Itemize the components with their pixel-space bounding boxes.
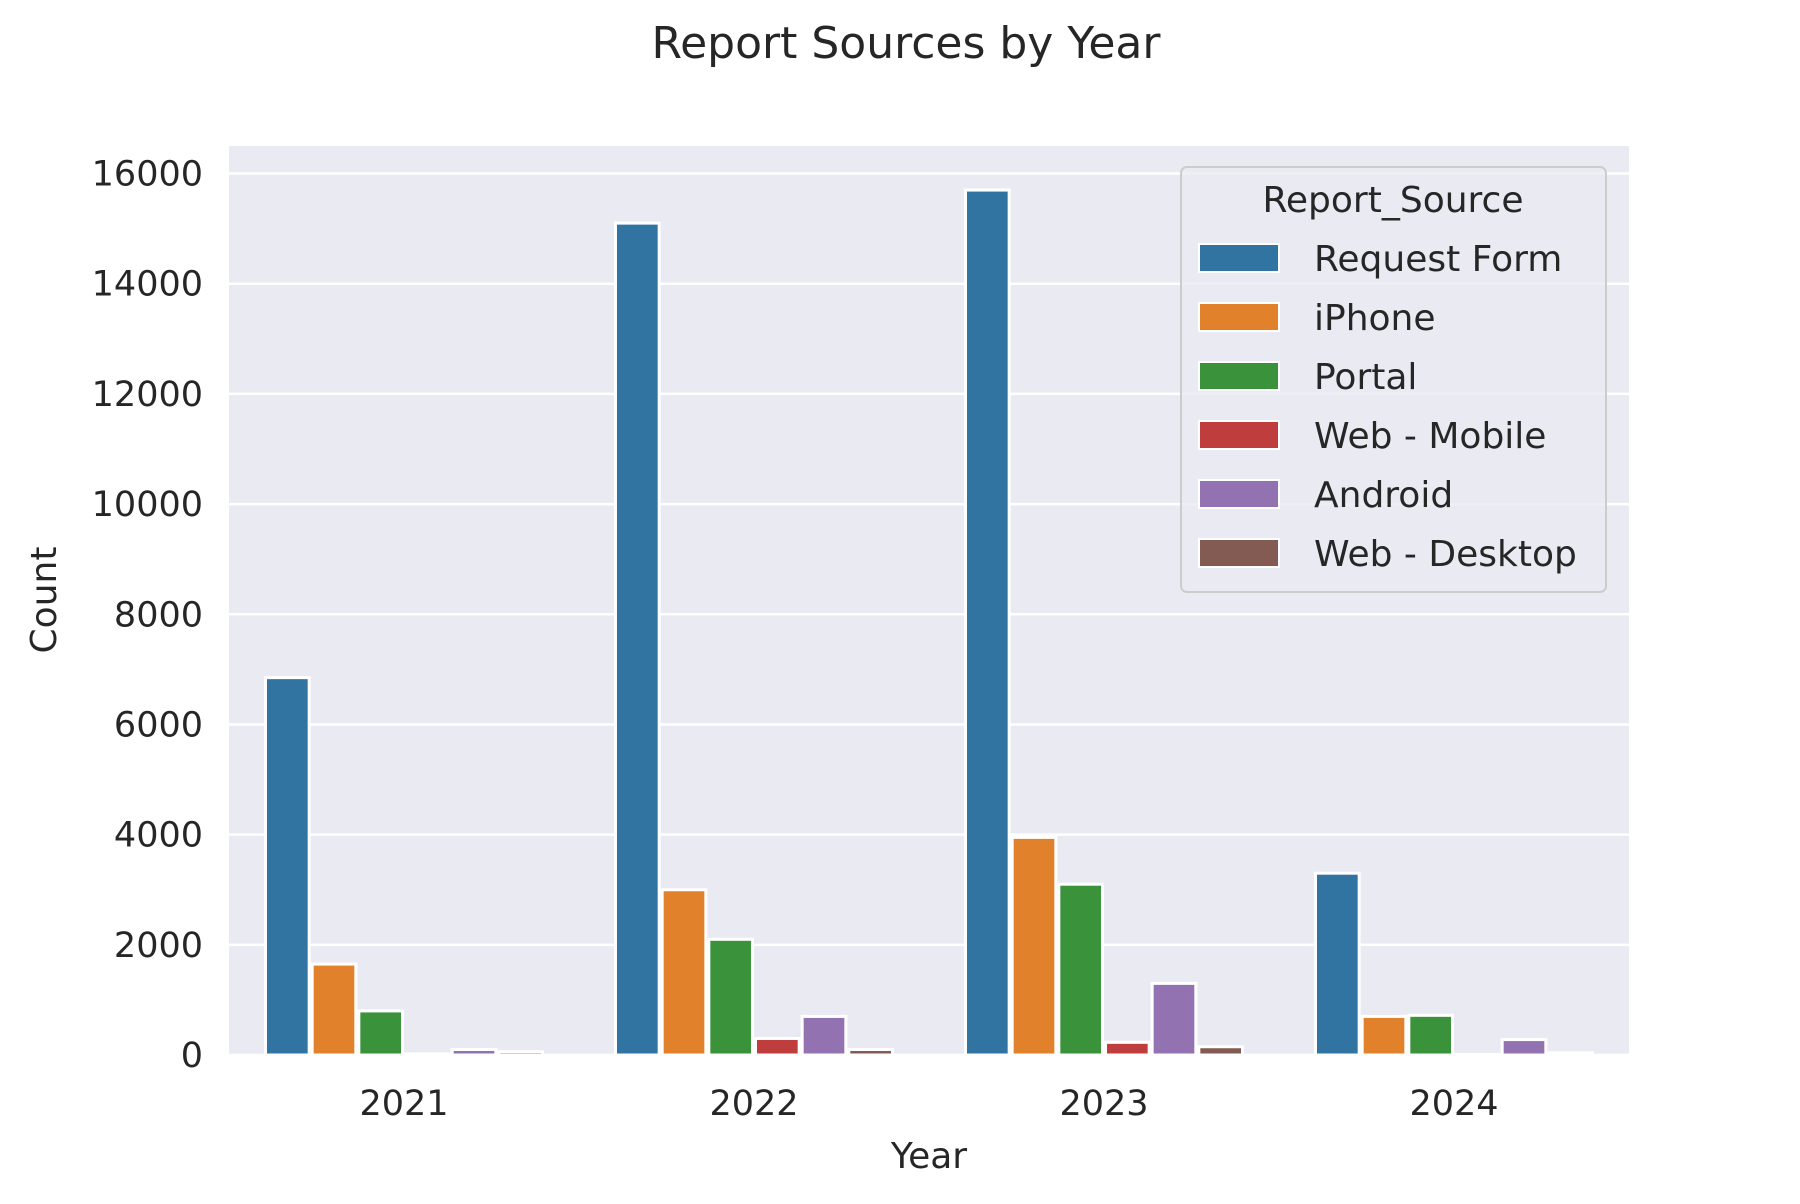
y-tick-label: 12000 [92,375,203,415]
legend-label: Portal [1314,357,1417,398]
y-tick-labels: 0 2000 4000 6000 8000 10000 12000 14000 16000 [92,155,203,1076]
bar [1407,1013,1455,1057]
legend-title: Report_Source [1263,180,1524,221]
bar [1057,882,1105,1057]
bar [1314,871,1361,1057]
bar [1104,1040,1151,1057]
x-tick-labels: 2021 2022 2023 2024 [359,1084,1498,1124]
bar [1547,1051,1595,1057]
bar [497,1050,545,1057]
y-tick-label: 14000 [92,265,203,305]
bar [800,1014,848,1057]
bars [264,188,1595,1057]
bar [404,1052,451,1057]
bar [310,962,358,1057]
y-tick-label: 6000 [114,705,203,745]
bar [847,1047,894,1057]
bar [1500,1038,1548,1057]
y-axis-label: Count [24,547,65,654]
legend-box [1180,166,1607,593]
bar [357,1009,405,1057]
x-tick-label: 2021 [359,1084,448,1124]
y-tick-label: 16000 [92,155,203,195]
x-axis-label: Year [890,1136,967,1177]
legend-swatch [1198,479,1280,509]
bar [1197,1045,1245,1057]
legend-swatch [1198,243,1280,273]
bar [1010,835,1058,1057]
legend-label: Android [1314,475,1453,516]
legend-swatch [1198,420,1280,450]
bar [1150,981,1198,1057]
x-tick-label: 2023 [1059,1084,1148,1124]
bar [964,188,1011,1057]
x-tick-label: 2022 [709,1084,798,1124]
legend-items: Request Form iPhone Portal Web - Mobile Andr… [1198,239,1577,575]
bar [707,937,754,1057]
bar [1454,1052,1501,1057]
bar [1360,1014,1408,1057]
chart-title: Report Sources by Year [652,18,1162,69]
legend-label: Web - Mobile [1314,416,1546,457]
legend-swatch [1198,538,1280,568]
legend: Report_Source Request Form iPhone Portal We… [1180,166,1607,593]
bar [264,676,311,1057]
y-tick-label: 2000 [114,926,203,966]
legend-label: iPhone [1314,298,1436,339]
legend-label: Request Form [1314,239,1562,280]
y-tick-label: 4000 [114,816,203,856]
legend-swatch [1198,302,1280,332]
y-tick-label: 0 [181,1036,203,1076]
bar [660,888,708,1057]
y-tick-label: 10000 [92,485,203,525]
bar [754,1036,801,1057]
legend-label: Web - Desktop [1314,534,1577,575]
legend-swatch [1198,361,1280,391]
bar [450,1047,498,1057]
y-tick-label: 8000 [114,595,203,635]
x-tick-label: 2024 [1409,1084,1498,1124]
bar [614,221,661,1057]
